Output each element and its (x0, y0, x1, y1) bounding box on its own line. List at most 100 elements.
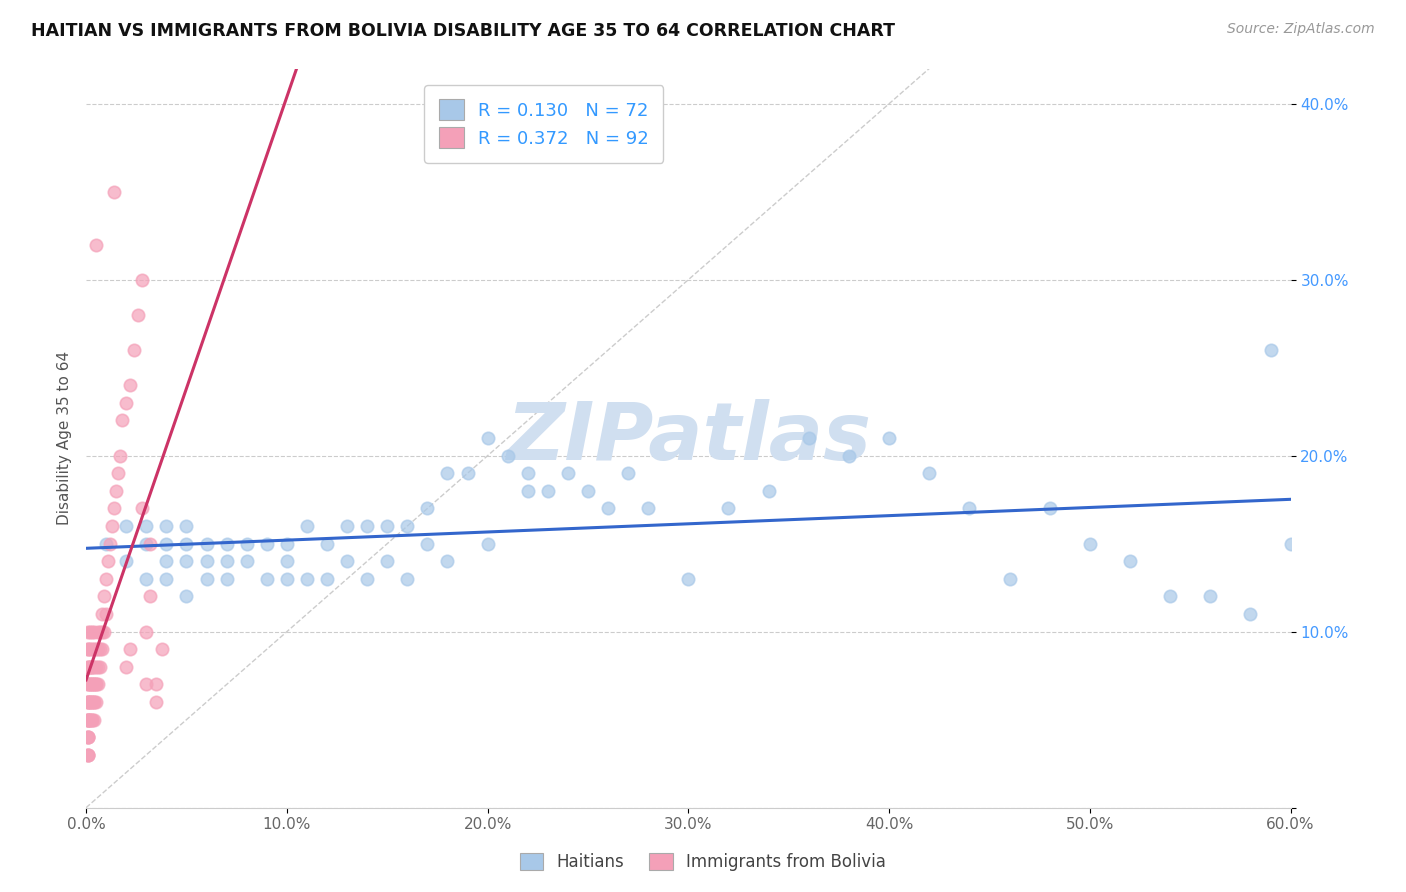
Point (89, 624, 111, 639)
Point (83, 642, 105, 657)
Point (1260, 343, 1282, 357)
Point (108, 449, 131, 463)
Text: HAITIAN VS IMMIGRANTS FROM BOLIVIA DISABILITY AGE 35 TO 64 CORRELATION CHART: HAITIAN VS IMMIGRANTS FROM BOLIVIA DISAB… (31, 22, 896, 40)
Point (256, 537, 278, 551)
Point (195, 554, 218, 568)
Point (637, 501, 659, 516)
Point (131, 273, 153, 287)
Point (83, 677, 105, 691)
Point (80, 624, 103, 639)
Point (115, 554, 138, 568)
Point (436, 467, 458, 481)
Point (83, 695, 105, 709)
Point (1199, 590, 1222, 604)
Point (79, 695, 101, 709)
Point (176, 554, 198, 568)
Point (80, 660, 103, 674)
Point (375, 519, 398, 533)
Point (77, 731, 100, 745)
Point (80, 695, 103, 709)
Point (103, 185, 125, 199)
Point (235, 537, 257, 551)
Point (89, 660, 111, 674)
Point (77, 713, 100, 727)
Point (1159, 590, 1181, 604)
Point (155, 537, 177, 551)
Y-axis label: Disability Age 35 to 64: Disability Age 35 to 64 (58, 351, 72, 525)
Point (678, 572, 700, 586)
Point (79, 677, 101, 691)
Point (120, 378, 142, 392)
Point (77, 713, 100, 727)
Point (135, 677, 157, 691)
Point (122, 343, 145, 357)
Point (758, 483, 780, 498)
Point (77, 695, 100, 709)
Point (316, 572, 339, 586)
Point (84, 677, 107, 691)
Point (83, 695, 105, 709)
Point (84, 677, 107, 691)
Point (1039, 501, 1062, 516)
Point (77, 677, 100, 691)
Point (145, 695, 167, 709)
Point (77, 713, 100, 727)
Point (256, 572, 278, 586)
Point (84, 237, 107, 252)
Point (215, 537, 238, 551)
Point (97, 554, 120, 568)
Point (1119, 554, 1142, 568)
Point (127, 308, 149, 322)
Point (84, 695, 107, 709)
Point (77, 677, 100, 691)
Point (516, 467, 538, 481)
Point (77, 731, 100, 745)
Point (135, 519, 157, 533)
Point (87, 642, 110, 657)
Point (276, 572, 298, 586)
Point (80, 695, 103, 709)
Point (91, 624, 114, 639)
Point (195, 572, 218, 586)
Point (77, 695, 100, 709)
Point (1279, 537, 1302, 551)
Point (83, 624, 105, 639)
Point (176, 519, 198, 533)
Point (87, 677, 110, 691)
Point (496, 449, 519, 463)
Point (457, 467, 479, 481)
Point (135, 572, 157, 586)
Point (77, 695, 100, 709)
Point (135, 624, 157, 639)
Point (79, 713, 101, 727)
Point (877, 431, 900, 445)
Point (80, 642, 103, 657)
Point (94, 607, 117, 621)
Point (336, 519, 359, 533)
Point (94, 572, 117, 586)
Point (120, 642, 142, 657)
Text: Source: ZipAtlas.com: Source: ZipAtlas.com (1227, 22, 1375, 37)
Point (77, 642, 100, 657)
Point (115, 660, 138, 674)
Point (176, 537, 198, 551)
Point (276, 537, 298, 551)
Point (79, 713, 101, 727)
Point (80, 713, 103, 727)
Point (77, 731, 100, 745)
Point (838, 449, 860, 463)
Point (215, 554, 238, 568)
Point (135, 537, 157, 551)
Point (295, 519, 318, 533)
Point (617, 467, 640, 481)
Point (77, 642, 100, 657)
Point (356, 572, 378, 586)
Point (87, 660, 110, 674)
Point (516, 483, 538, 498)
Point (1078, 537, 1101, 551)
Point (235, 554, 257, 568)
Point (77, 660, 100, 674)
Point (1239, 607, 1261, 621)
Text: ZIPatlas: ZIPatlas (506, 399, 870, 477)
Point (596, 501, 619, 516)
